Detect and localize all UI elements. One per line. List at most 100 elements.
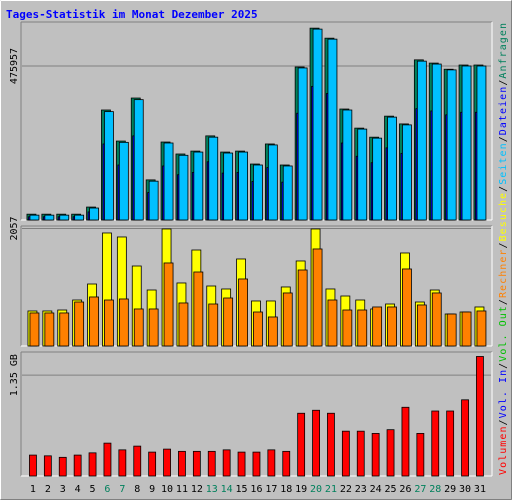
bar bbox=[446, 410, 455, 477]
bar bbox=[372, 306, 383, 347]
y-tick-label: 2057 bbox=[9, 216, 20, 240]
bar bbox=[88, 452, 97, 477]
bar bbox=[327, 38, 338, 221]
bar bbox=[89, 296, 99, 347]
legend-entry: Vol. Out bbox=[498, 306, 509, 362]
x-tick-label: 24 bbox=[370, 484, 382, 495]
bar bbox=[238, 151, 248, 221]
bar bbox=[356, 430, 365, 477]
x-tick-label: 16 bbox=[250, 484, 262, 495]
x-tick-label: 12 bbox=[191, 484, 203, 495]
bar bbox=[297, 269, 308, 347]
bar bbox=[104, 299, 114, 347]
legend-entry: Dateien bbox=[498, 87, 509, 136]
bar bbox=[282, 165, 293, 221]
x-tick-label: 25 bbox=[385, 484, 397, 495]
bar bbox=[192, 450, 201, 477]
bar bbox=[461, 311, 472, 347]
bar bbox=[446, 69, 457, 221]
y-tick-label: 1.35 GB bbox=[9, 354, 20, 396]
bar bbox=[282, 292, 293, 347]
x-tick-label: 5 bbox=[90, 484, 96, 495]
x-tick-label: 27 bbox=[414, 484, 426, 495]
bar bbox=[431, 292, 442, 347]
bar bbox=[416, 304, 427, 347]
bar bbox=[372, 137, 383, 221]
bar bbox=[327, 299, 338, 347]
legend-separator: / bbox=[498, 242, 509, 248]
bar bbox=[163, 262, 174, 347]
bar bbox=[282, 450, 291, 477]
x-tick-label: 22 bbox=[340, 484, 352, 495]
bar bbox=[59, 214, 70, 221]
bar bbox=[208, 303, 219, 347]
bar bbox=[148, 451, 157, 477]
bar bbox=[401, 406, 410, 477]
bar bbox=[89, 207, 99, 221]
bar bbox=[223, 152, 234, 221]
x-tick-label: 31 bbox=[474, 484, 486, 495]
bar bbox=[386, 429, 395, 477]
legend-separator: / bbox=[498, 419, 509, 425]
bar bbox=[178, 450, 186, 477]
x-tick-label: 7 bbox=[119, 484, 125, 495]
x-tick-label: 4 bbox=[75, 484, 81, 495]
bar bbox=[178, 154, 189, 221]
bar bbox=[133, 445, 142, 477]
bar bbox=[312, 409, 320, 477]
bar bbox=[133, 99, 144, 221]
bar bbox=[416, 433, 425, 477]
bar bbox=[476, 356, 484, 477]
x-tick-label: 23 bbox=[355, 484, 367, 495]
bar bbox=[58, 456, 67, 477]
bar bbox=[118, 449, 127, 477]
x-tick-label: 11 bbox=[176, 484, 188, 495]
bar bbox=[44, 312, 55, 347]
x-tick-label: 10 bbox=[161, 484, 173, 495]
bar bbox=[446, 313, 457, 347]
bar bbox=[222, 449, 231, 477]
bar bbox=[223, 297, 234, 347]
x-tick-label: 29 bbox=[444, 484, 456, 495]
x-tick-label: 13 bbox=[206, 484, 218, 495]
bar bbox=[312, 248, 323, 347]
bar bbox=[312, 28, 323, 221]
legend-separator: / bbox=[498, 136, 509, 142]
bar bbox=[193, 151, 204, 221]
bar bbox=[253, 164, 263, 221]
bar bbox=[402, 268, 412, 347]
y-tick-label: 475957 bbox=[9, 48, 20, 84]
x-tick-label: 28 bbox=[429, 484, 441, 495]
bar bbox=[104, 111, 114, 221]
bar bbox=[29, 312, 40, 347]
bar bbox=[327, 412, 335, 477]
legend-separator: / bbox=[498, 299, 509, 305]
legend-separator: / bbox=[498, 80, 509, 86]
bar bbox=[29, 454, 37, 477]
bar bbox=[74, 301, 85, 347]
bar bbox=[476, 310, 487, 347]
bar bbox=[461, 399, 469, 477]
bar bbox=[43, 455, 52, 477]
x-tick-label: 9 bbox=[149, 484, 155, 495]
bar bbox=[73, 454, 82, 477]
x-tick-label: 20 bbox=[310, 484, 322, 495]
x-tick-label: 26 bbox=[399, 484, 411, 495]
bar bbox=[118, 298, 129, 347]
x-tick-label: 2 bbox=[45, 484, 51, 495]
bar bbox=[431, 410, 440, 477]
bar bbox=[208, 136, 219, 221]
x-tick-label: 18 bbox=[280, 484, 292, 495]
bar bbox=[297, 67, 308, 221]
legend-entry: Anfragen bbox=[498, 23, 509, 79]
bar bbox=[357, 128, 368, 221]
x-tick-label: 8 bbox=[134, 484, 140, 495]
bar bbox=[238, 278, 248, 347]
bar bbox=[118, 141, 129, 221]
bar bbox=[402, 124, 412, 221]
bar bbox=[193, 271, 204, 347]
x-tick-label: 17 bbox=[265, 484, 277, 495]
bar bbox=[357, 309, 368, 347]
bar bbox=[267, 449, 276, 477]
x-tick-label: 30 bbox=[459, 484, 471, 495]
